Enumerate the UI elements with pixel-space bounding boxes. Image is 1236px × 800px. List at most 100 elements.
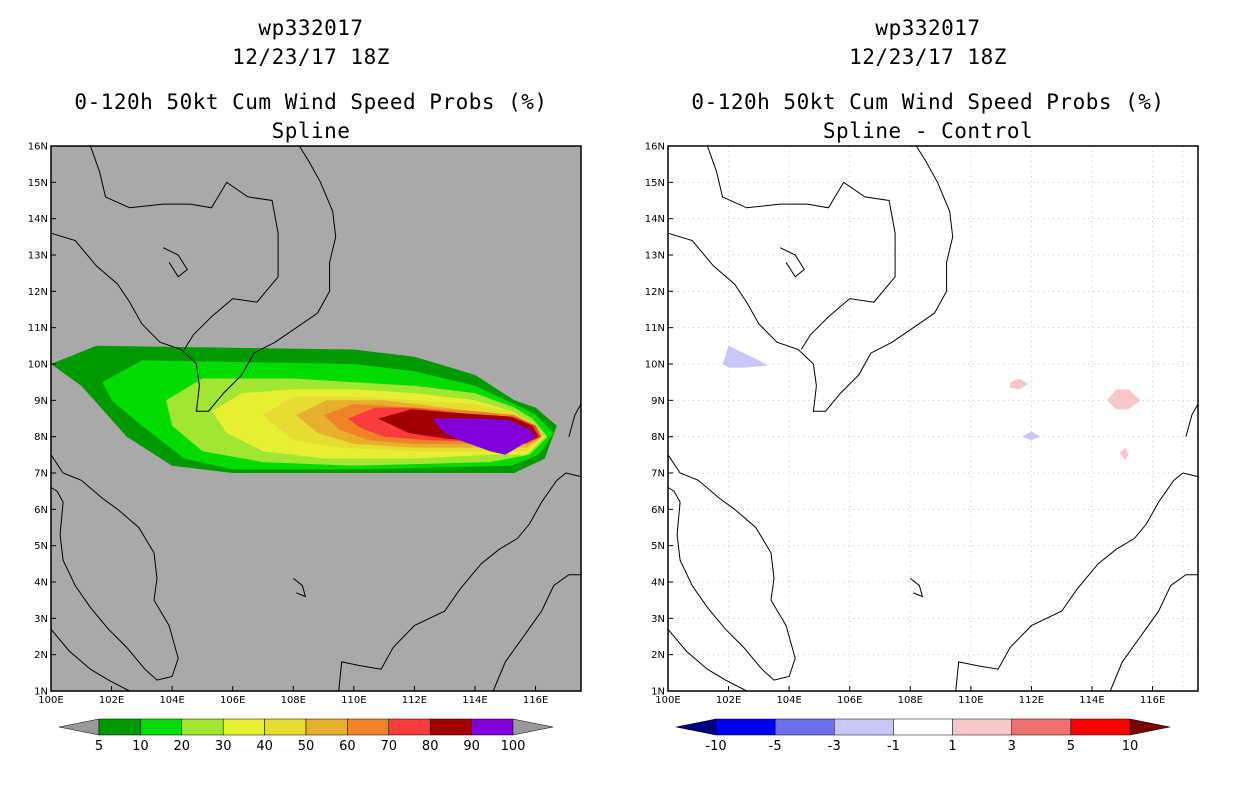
map-panel-1: 100E 102E 104E 106E 108E 110E 112E 114E 116E 1N 2N… [645,142,1199,754]
x-tick-label: 112E [402,695,427,706]
x-tick-label: 102E [99,695,124,706]
y-tick-label: 5N [651,541,665,552]
colorbar-box [952,718,1012,736]
y-tick-label: 1N [34,687,48,698]
colorbar-box [181,718,224,736]
colorbar-label: -10 [705,739,726,754]
y-tick-label: 10N [28,360,48,371]
y-tick-label: 7N [34,469,48,480]
colorbar-label: 20 [174,739,191,754]
map-frame [667,145,1199,692]
x-tick-label: 110E [341,695,366,706]
x-tick-label: 100E [38,695,63,706]
colorbar-label: -5 [769,739,782,754]
map-background [668,146,1198,691]
colorbar-under-arrow [675,718,717,736]
colorbar-box [893,718,953,736]
coastlines [667,145,1199,692]
colorbar-label: 50 [298,739,315,754]
grid-lines [668,146,1198,691]
colorbar-label: -1 [887,739,900,754]
y-tick-label: 8N [34,432,48,443]
y-tick-label: 11N [645,323,665,334]
y-tick-label: 8N [651,432,665,443]
time-label: 12/23/17 18Z [849,45,1007,69]
coastline [162,247,188,278]
coastline [667,454,796,681]
coastline [492,574,581,692]
coastline [1109,574,1198,692]
x-tick-label: 106E [220,695,245,706]
contour-level--3-0 [722,345,768,368]
colorbar-label: -3 [828,739,841,754]
y-tick-label: 7N [651,469,665,480]
x-tick-label: 104E [159,695,184,706]
colorbar-box [834,718,894,736]
x-tick-label: 108E [898,695,923,706]
y-tick-label: 12N [645,287,665,298]
colorbar-box [1070,718,1131,736]
y-tick-label: 15N [28,178,48,189]
colorbar-label: 30 [215,739,232,754]
coastline [779,247,805,278]
colorbar-box [98,718,141,736]
panel-subtitle: Spline - Control [822,119,1034,143]
product-title: 0-120h 50kt Cum Wind Speed Probs (%) [691,90,1165,114]
y-tick-label: 3N [651,614,665,625]
colorbar-label: 100 [501,739,526,754]
x-tick-label: 108E [281,695,306,706]
colorbar-box [1011,718,1072,736]
colorbar-box [222,718,265,736]
coastlines [50,145,582,692]
storm-id: wp332017 [875,16,981,40]
y-tick-label: 3N [34,614,48,625]
y-tick-label: 9N [651,396,665,407]
y-tick-label: 2N [34,650,48,661]
contour-level-3-3 [1119,447,1129,461]
x-tick-label: 106E [837,695,862,706]
colorbar-label: 10 [1122,739,1139,754]
y-tick-label: 11N [28,323,48,334]
colorbar-box [429,718,472,736]
right-title: wp332017 12/23/17 18Z 0-120h 50kt Cum Wi… [658,14,1198,146]
colorbar-label: 80 [422,739,439,754]
colorbar-box [264,718,307,736]
x-tick-label: 100E [655,695,680,706]
colorbar-label: 1 [948,739,956,754]
colorbar-box [140,718,183,736]
colorbar-label: 10 [132,739,149,754]
contour-level--3-4 [1022,431,1041,441]
y-tick-label: 4N [34,578,48,589]
x-tick-label: 116E [1140,695,1165,706]
y-tick-label: 12N [28,287,48,298]
colorbar-label: 60 [339,739,356,754]
colorbar-box [388,718,431,736]
coastline [955,472,1199,692]
x-tick-label: 114E [1079,695,1104,706]
coastline [50,145,337,412]
contour-level-3-2 [1107,389,1141,410]
y-tick-label: 6N [34,505,48,516]
coastline [909,578,924,598]
colorbar: 5 10 20 30 40 50 60 70 80 90 100 [58,718,554,754]
colorbar-box [305,718,348,736]
storm-id: wp332017 [258,16,364,40]
colorbar: -10 -5 -3 -1 1 3 5 10 [675,718,1171,754]
y-tick-label: 13N [28,251,48,262]
y-tick-label: 13N [645,251,665,262]
map-frame [50,145,582,692]
contour-level-90-9 [432,418,536,455]
colorbar-label: 40 [256,739,273,754]
colorbar-label: 3 [1008,739,1016,754]
left-title: wp332017 12/23/17 18Z 0-120h 50kt Cum Wi… [41,14,581,146]
coastline [568,403,582,437]
panel-subtitle: Spline [271,119,351,143]
colorbar-label: 70 [381,739,398,754]
x-tick-label: 116E [523,695,548,706]
y-tick-label: 14N [28,214,48,225]
coastline [706,145,896,350]
y-tick-label: 6N [651,505,665,516]
colorbar-label: 90 [463,739,480,754]
colorbar-box [715,718,776,736]
